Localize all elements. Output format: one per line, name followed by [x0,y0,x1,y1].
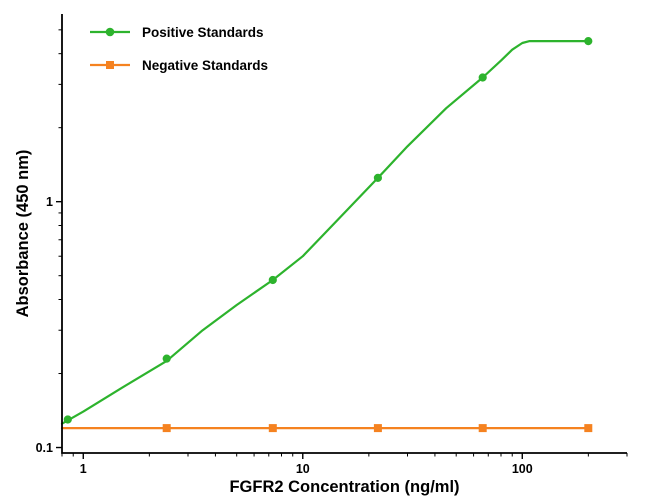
legend-circle-marker [105,27,115,37]
x-tick-label: 10 [296,462,310,476]
y-tick-label: 0.1 [36,441,53,455]
data-point-marker [63,415,72,424]
series-line-0 [60,40,590,425]
data-point-marker [268,275,277,285]
legend-label-negative-standards: Negative Standards [142,57,269,73]
data-point-marker [478,424,487,433]
legend-item-positive-standards: Positive Standards [88,20,268,44]
positive-standards-swatch-icon [90,27,130,37]
negative-standards-swatch-icon [90,61,130,69]
legend-square-marker [106,61,114,69]
y-axis-title: Absorbance (450 nm) [14,149,32,318]
x-tick-label: 100 [512,462,533,476]
y-tick-label: 1 [46,195,53,209]
data-point-marker [584,424,593,433]
data-point-marker [478,73,487,82]
legend-item-negative-standards: Negative Standards [88,53,268,77]
legend: Positive Standards Negative Standards [88,20,268,86]
x-tick-label: 1 [80,462,87,476]
data-point-marker [162,354,171,363]
data-point-marker [373,424,382,433]
data-point-marker [268,424,277,433]
legend-label-positive-standards: Positive Standards [142,24,264,40]
data-point-marker [584,37,593,46]
data-point-marker [373,173,382,182]
data-point-marker [162,424,171,433]
x-axis-title: FGFR2 Concentration (ng/ml) [229,478,460,496]
